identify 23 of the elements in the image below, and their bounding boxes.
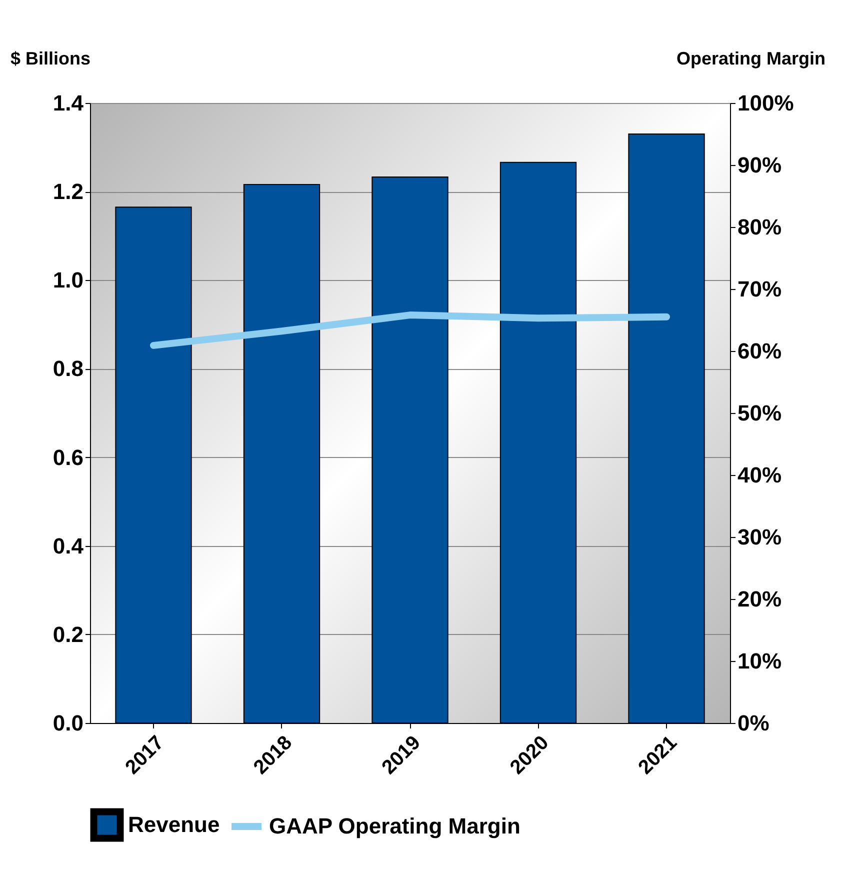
y-tick-label: 0.2 (52, 622, 84, 647)
y2-axis-title: Operating Margin (676, 48, 826, 68)
y-tick-label: 0.4 (52, 533, 84, 558)
y2-tick-label: 90% (738, 152, 782, 178)
legend-label: GAAP Operating Margin (269, 814, 520, 838)
y-tick-label: 1.0 (52, 268, 84, 293)
legend-label: Revenue (128, 812, 220, 837)
y2-tick-label: 70% (738, 276, 782, 302)
y2-tick-label: 80% (738, 214, 782, 240)
y-tick-label: 1.4 (52, 90, 84, 116)
y-tick-label: 0.8 (52, 356, 84, 382)
y-tick-label: 0.6 (52, 444, 84, 470)
y-axis-title: $ Billions (10, 48, 91, 68)
y-tick-label: 1.2 (52, 179, 84, 204)
y2-tick-label: 20% (738, 586, 782, 612)
y2-tick-label: 60% (738, 338, 782, 364)
y2-tick-label: 40% (738, 462, 782, 488)
y2-tick-label: 30% (738, 524, 782, 550)
y-tick-label: 0.0 (52, 710, 84, 736)
y2-tick-label: 100% (738, 90, 794, 116)
y2-tick-label: 50% (738, 400, 782, 426)
y2-tick-label: 10% (738, 648, 782, 674)
y2-tick-label: 0% (738, 710, 770, 736)
